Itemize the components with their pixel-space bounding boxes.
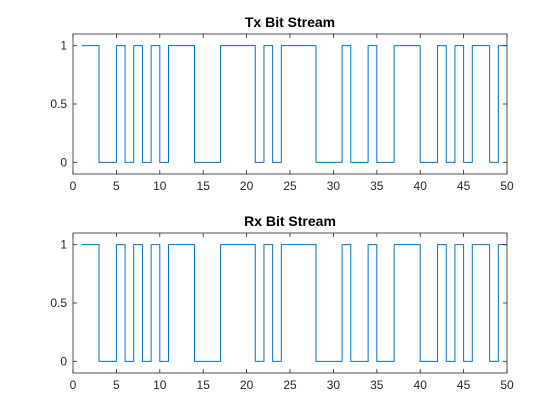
rx-x-tick-label-0: 0 <box>70 378 77 392</box>
rx-x-tick-label-35: 35 <box>370 378 384 392</box>
tx-x-tick-label-35: 35 <box>370 179 384 193</box>
tx-x-tick-label-40: 40 <box>414 179 428 193</box>
rx-x-tick-label-15: 15 <box>197 378 211 392</box>
tx-y-tick-label-1: 1 <box>60 39 67 53</box>
rx-plot-area <box>73 233 507 373</box>
rx-x-tick-label-45: 45 <box>457 378 471 392</box>
rx-bit-stream-line <box>81 244 507 362</box>
rx-y-tick-label-1: 1 <box>60 238 67 252</box>
rx-subplot: Rx Bit Stream 0 5 10 15 20 25 30 35 40 45 50 0 0.5 1 <box>50 213 514 392</box>
tx-x-tick-label-45: 45 <box>457 179 471 193</box>
rx-x-tick-label-10: 10 <box>153 378 167 392</box>
rx-y-tick-label-0-5: 0.5 <box>50 296 67 310</box>
rx-x-tick-label-30: 30 <box>327 378 341 392</box>
tx-x-tick-label-30: 30 <box>327 179 341 193</box>
rx-x-tick-label-50: 50 <box>500 378 514 392</box>
tx-x-tick-label-25: 25 <box>283 179 297 193</box>
tx-x-tick-label-0: 0 <box>70 179 77 193</box>
tx-x-tick-label-10: 10 <box>153 179 167 193</box>
tx-x-tick-label-15: 15 <box>197 179 211 193</box>
rx-y-tick-label-0: 0 <box>60 354 67 368</box>
rx-x-tick-label-25: 25 <box>283 378 297 392</box>
tx-y-tick-label-0: 0 <box>60 155 67 169</box>
tx-x-tick-label-50: 50 <box>500 179 514 193</box>
tx-bit-stream-line <box>81 45 507 163</box>
tx-x-tick-label-5: 5 <box>113 179 120 193</box>
rx-x-tick-label-5: 5 <box>113 378 120 392</box>
rx-x-tick-label-40: 40 <box>414 378 428 392</box>
tx-x-tick-label-20: 20 <box>240 179 254 193</box>
tx-y-tick-label-0-5: 0.5 <box>50 97 67 111</box>
rx-chart-title: Rx Bit Stream <box>244 213 336 229</box>
tx-plot-area <box>73 34 507 174</box>
tx-chart-title: Tx Bit Stream <box>245 14 335 30</box>
rx-x-tick-label-20: 20 <box>240 378 254 392</box>
tx-subplot: Tx Bit Stream 0 5 10 15 20 25 30 35 40 45 50 0 0.5 1 <box>50 14 514 193</box>
